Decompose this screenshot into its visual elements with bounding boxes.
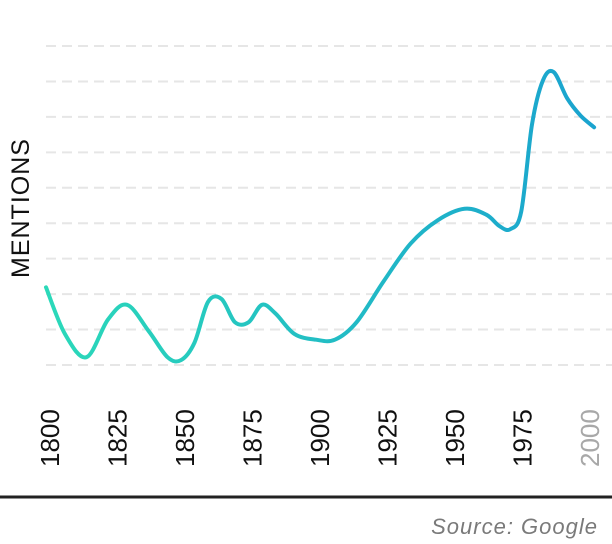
series-line: [44, 68, 597, 364]
x-tick-label: 1900: [305, 409, 335, 467]
x-tick-label: 1950: [440, 409, 470, 467]
x-tick-label: 1825: [103, 409, 133, 467]
x-tick-label: 1800: [35, 409, 65, 467]
x-tick-label: 1975: [508, 409, 538, 467]
x-tick-label: 2000: [575, 409, 605, 467]
x-tick-label: 1850: [170, 409, 200, 467]
x-tick-label: 1925: [373, 409, 403, 467]
y-axis-label: MENTIONS: [7, 138, 35, 278]
source-note: Source: Google: [431, 514, 598, 539]
x-tick-label: 1875: [238, 409, 268, 467]
